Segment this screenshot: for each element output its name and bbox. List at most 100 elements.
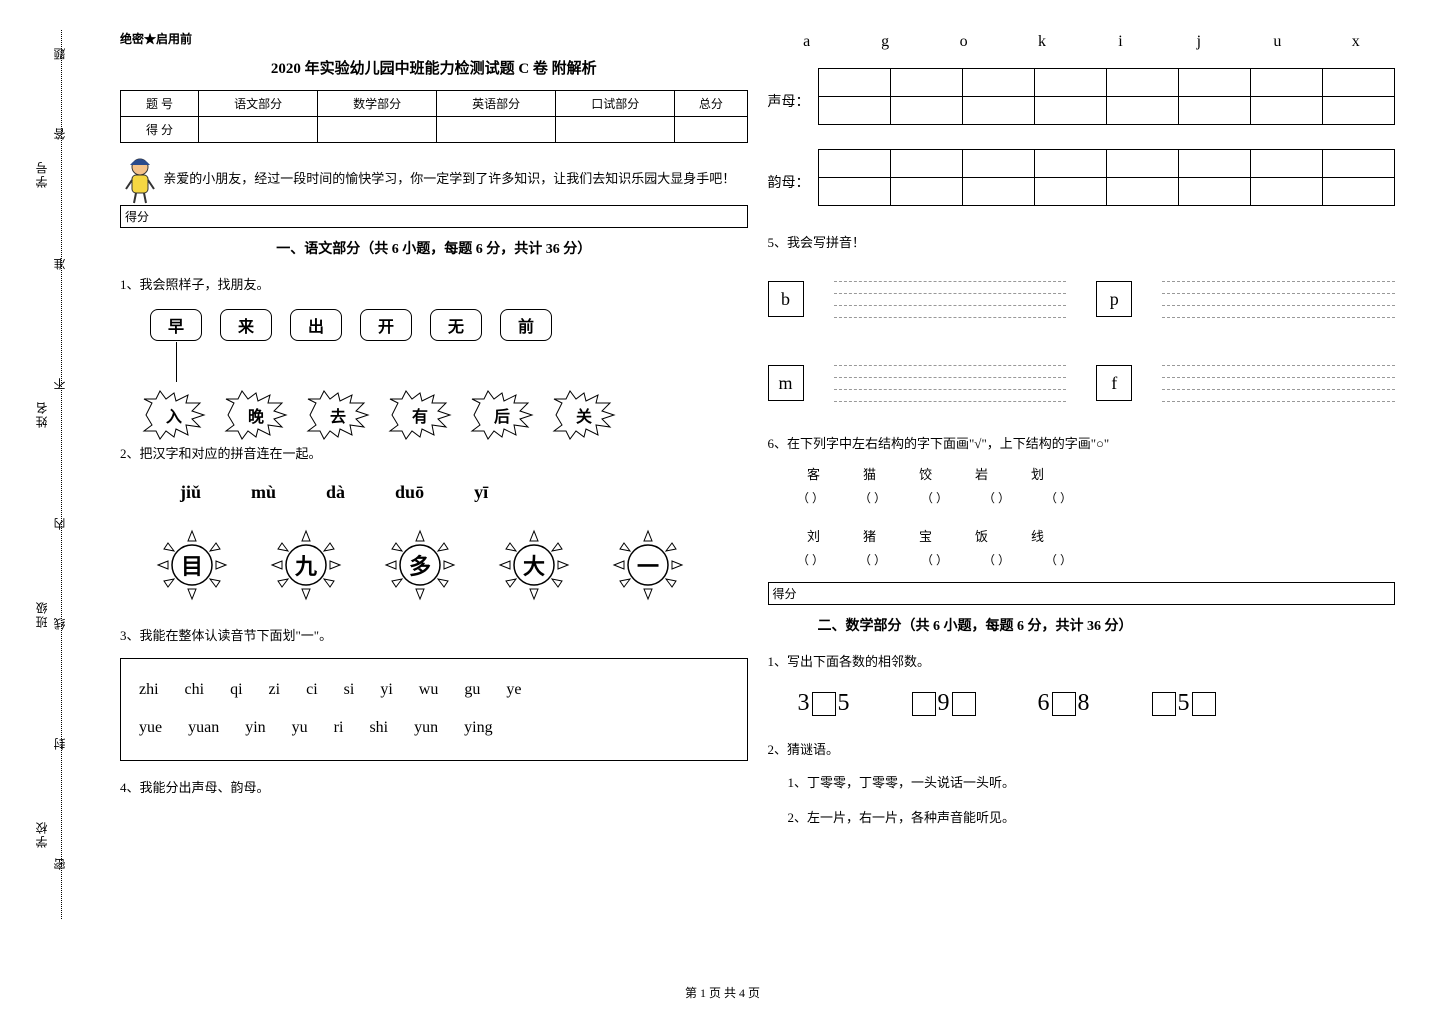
- num-label: 6: [1038, 690, 1050, 716]
- syllable: shi: [369, 709, 388, 747]
- blank-box[interactable]: [1192, 692, 1216, 716]
- blank-cell[interactable]: [1034, 97, 1106, 125]
- score-cell[interactable]: [675, 117, 747, 143]
- blank-cell[interactable]: [1034, 178, 1106, 206]
- section-chinese-title: 一、语文部分（共 6 小题，每题 6 分，共计 36 分）: [120, 238, 748, 258]
- blank-cell[interactable]: [1322, 178, 1394, 206]
- blank-box[interactable]: [812, 692, 836, 716]
- num-label: 3: [798, 690, 810, 716]
- blank-cell[interactable]: [962, 69, 1034, 97]
- paren-cell[interactable]: （ ）: [792, 489, 830, 506]
- blank-cell[interactable]: [1106, 69, 1178, 97]
- burst-box: 入: [142, 395, 206, 435]
- blank-cell[interactable]: [1322, 69, 1394, 97]
- blank-cell[interactable]: [818, 97, 890, 125]
- blank-cell[interactable]: [1106, 97, 1178, 125]
- blank-cell[interactable]: [962, 97, 1034, 125]
- blank-box[interactable]: [1152, 692, 1176, 716]
- q1-bottom-row: 入 晚 去 有 后 关: [120, 395, 748, 435]
- margin-label-name: 姓名: [33, 400, 50, 428]
- score-cell[interactable]: [199, 117, 318, 143]
- blank-cell[interactable]: [1034, 69, 1106, 97]
- char-label: 出: [308, 313, 324, 337]
- syllable: chi: [185, 671, 205, 709]
- write-area[interactable]: [1162, 281, 1395, 317]
- blank-cell[interactable]: [1178, 97, 1250, 125]
- pinyin-label: yī: [474, 482, 488, 503]
- blank-cell[interactable]: [1250, 97, 1322, 125]
- content-area: 绝密★启用前 2020 年实验幼儿园中班能力检测试题 C 卷 附解析 题 号 语…: [90, 0, 1445, 1019]
- syllable: yi: [380, 671, 392, 709]
- question-1: 1、我会照样子，找朋友。: [120, 274, 748, 293]
- blank-box[interactable]: [912, 692, 936, 716]
- score-cell[interactable]: [318, 117, 437, 143]
- blank-cell[interactable]: [1034, 150, 1106, 178]
- syllable-box: zhi chi qi zi ci si yi wu gu ye yue yuan…: [120, 658, 748, 761]
- blank-cell[interactable]: [1250, 69, 1322, 97]
- paren-cell[interactable]: （ ）: [1040, 489, 1078, 506]
- blank-box[interactable]: [1052, 692, 1076, 716]
- syllable: yu: [292, 709, 308, 747]
- write-area[interactable]: [834, 365, 1067, 401]
- blank-box[interactable]: [952, 692, 976, 716]
- blank-cell[interactable]: [890, 69, 962, 97]
- confidential-label: 绝密★启用前: [120, 30, 748, 47]
- left-column: 绝密★启用前 2020 年实验幼儿园中班能力检测试题 C 卷 附解析 题 号 语…: [120, 30, 748, 999]
- four-line-row: b p: [768, 281, 1396, 317]
- intro-block: 亲爱的小朋友，经过一段时间的愉快学习，你一定学到了许多知识，让我们去知识乐园大显…: [120, 155, 748, 205]
- question-3: 3、我能在整体认读音节下面划"一"。: [120, 625, 748, 644]
- blank-cell[interactable]: [1178, 69, 1250, 97]
- blank-cell[interactable]: [1250, 150, 1322, 178]
- char-label: 去: [330, 403, 346, 427]
- sun-char: 多: [378, 527, 462, 603]
- char-label: 开: [378, 313, 394, 337]
- char-label: 目: [181, 549, 203, 581]
- blank-cell[interactable]: [1106, 178, 1178, 206]
- blank-cell[interactable]: [890, 97, 962, 125]
- letter-box: p: [1096, 281, 1132, 317]
- blank-cell[interactable]: [1178, 178, 1250, 206]
- syllable: wu: [419, 671, 439, 709]
- blank-cell[interactable]: [962, 178, 1034, 206]
- char-label: 来: [238, 313, 254, 337]
- paren-cell[interactable]: （ ）: [854, 489, 892, 506]
- blank-cell[interactable]: [1178, 150, 1250, 178]
- blank-cell[interactable]: [1250, 178, 1322, 206]
- q2-char-row: 目 九 多 大 一: [120, 527, 748, 603]
- write-area[interactable]: [1162, 365, 1395, 401]
- num-label: 9: [938, 690, 950, 716]
- blank-cell[interactable]: [1322, 150, 1394, 178]
- margin-marker-3: 不: [51, 370, 68, 390]
- blank-cell[interactable]: [890, 150, 962, 178]
- paren-cell[interactable]: （ ）: [916, 489, 954, 506]
- blank-cell[interactable]: [818, 150, 890, 178]
- blank-cell[interactable]: [962, 150, 1034, 178]
- paren-cell[interactable]: （ ）: [792, 551, 830, 568]
- letter-cell: o: [924, 30, 1002, 54]
- char-cell: 刘: [798, 526, 830, 545]
- score-cell[interactable]: [556, 117, 675, 143]
- letter-cell: i: [1081, 30, 1159, 54]
- blank-cell[interactable]: [1322, 97, 1394, 125]
- score-cell[interactable]: [437, 117, 556, 143]
- paren-cell[interactable]: （ ）: [916, 551, 954, 568]
- syllable: yue: [139, 709, 162, 747]
- q1-top-row: 早 来 出 开 无 前: [120, 309, 748, 341]
- num-label: 8: [1078, 690, 1090, 716]
- question-5: 5、我会写拼音！: [768, 232, 1396, 251]
- blank-cell[interactable]: [818, 69, 890, 97]
- page-footer: 第 1 页 共 4 页: [0, 984, 1445, 1001]
- blank-cell[interactable]: [890, 178, 962, 206]
- q6-row1: 客 猫 饺 岩 划: [768, 464, 1396, 483]
- paren-cell[interactable]: （ ）: [978, 489, 1016, 506]
- paren-cell[interactable]: （ ）: [1040, 551, 1078, 568]
- paren-cell[interactable]: （ ）: [978, 551, 1016, 568]
- pinyin-label: duō: [395, 482, 424, 503]
- write-area[interactable]: [834, 281, 1067, 317]
- neighbor-item: 5: [1150, 690, 1218, 717]
- blank-cell[interactable]: [1106, 150, 1178, 178]
- paren-cell[interactable]: （ ）: [854, 551, 892, 568]
- sun-char: 九: [264, 527, 348, 603]
- letter-cell: k: [1003, 30, 1081, 54]
- blank-cell[interactable]: [818, 178, 890, 206]
